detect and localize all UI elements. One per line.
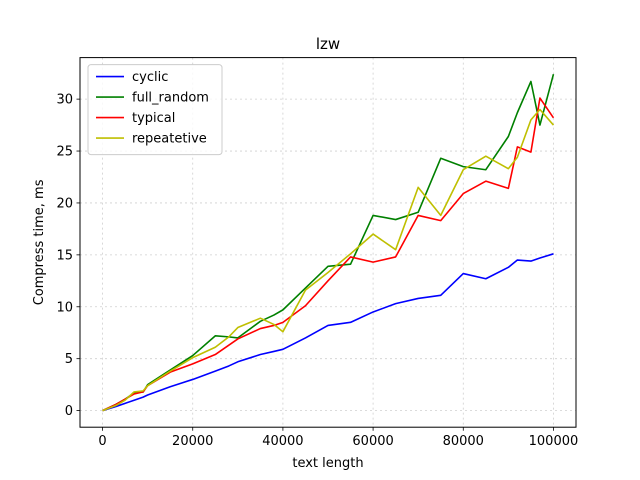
y-tick-label: 0	[65, 404, 73, 419]
series-line-cyclic	[102, 253, 554, 412]
x-tick-label: 40000	[262, 434, 303, 449]
y-tick-label: 20	[56, 196, 73, 211]
x-tick-label: 60000	[352, 434, 393, 449]
x-axis-label: text length	[292, 456, 363, 471]
y-tick-label: 25	[56, 145, 73, 160]
axis-ticks: 0 20000 40000 60000 80000 100000 0 5 10 15 20 25 30	[56, 93, 578, 450]
legend-label-cyclic: cyclic	[132, 70, 168, 85]
legend-label-full-random: full_random	[132, 91, 209, 106]
y-tick-label: 15	[56, 248, 73, 263]
y-axis-label: Compress time, ms	[32, 179, 47, 305]
x-tick-label: 20000	[172, 434, 213, 449]
series-lines	[102, 74, 555, 412]
plot-frame	[79, 57, 577, 428]
legend-box	[87, 64, 223, 156]
y-tick-label: 10	[56, 300, 73, 315]
legend-label-repeatetive: repeatetive	[132, 132, 207, 147]
chart-title: lzw	[316, 35, 340, 53]
legend-label-typical: typical	[132, 111, 175, 126]
x-tick-label: 0	[98, 434, 106, 449]
series-line-repeatetive	[102, 108, 555, 412]
y-tick-label: 5	[65, 352, 73, 367]
x-tick-label: 100000	[529, 434, 579, 449]
y-tick-label: 30	[56, 93, 73, 108]
x-tick-label: 80000	[443, 434, 484, 449]
